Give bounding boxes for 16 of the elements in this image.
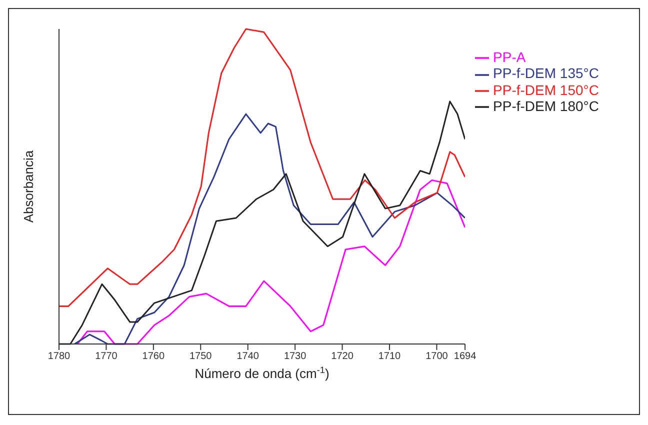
x-tick-label: 1700 <box>426 351 448 362</box>
x-tick-label: 1770 <box>95 351 118 362</box>
x-tick-label: 1710 <box>378 351 402 362</box>
legend-label: PP-f-DEM 150°C <box>493 82 599 98</box>
x-tick-label: 1780 <box>48 351 71 362</box>
x-tick-label: 1694 <box>454 351 477 362</box>
y-axis-title: Absorbancia <box>21 150 36 223</box>
x-tick-label: 1720 <box>331 351 354 362</box>
x-tick-label: 1750 <box>190 351 212 362</box>
x-tick-label: 1760 <box>142 351 165 362</box>
x-axis-title: Número de onda (cm$^{-1}$) <box>194 365 330 381</box>
legend-label: PP-f-DEM 135°C <box>493 65 599 82</box>
legend-label: PP-f-DEM 180°C <box>493 98 599 114</box>
x-tick-label: 1740 <box>236 351 260 362</box>
x-tick-label: 1730 <box>284 351 307 362</box>
legend-label: PP-A <box>493 49 526 65</box>
